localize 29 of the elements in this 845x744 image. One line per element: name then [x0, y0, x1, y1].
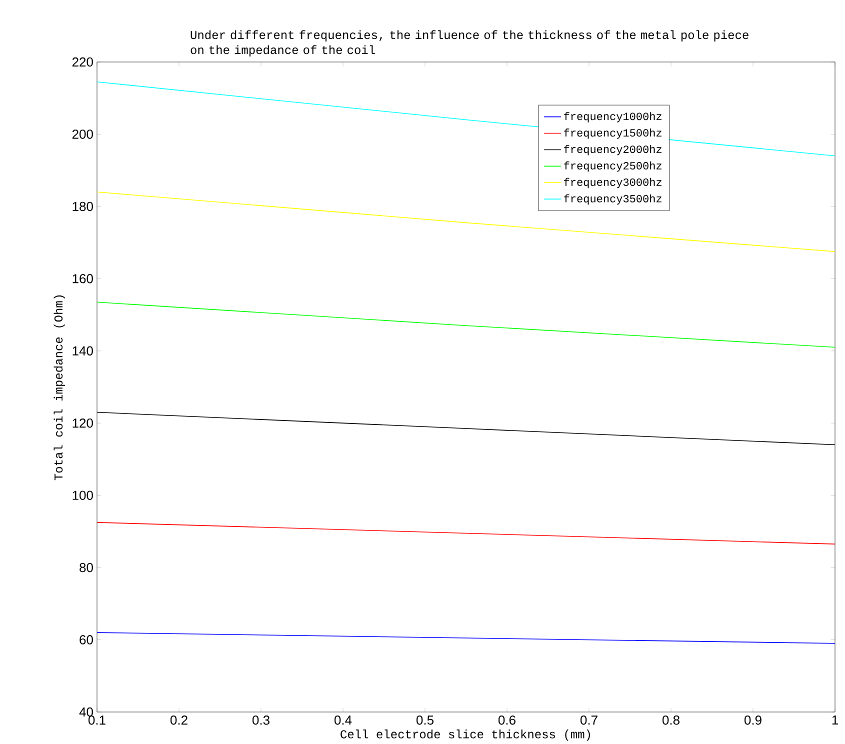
x-tick-label: 0.2	[170, 716, 188, 725]
x-tick-label: 0.5	[416, 716, 434, 725]
x-tick-label: 0.4	[334, 716, 352, 725]
y-tick-label: 40	[79, 707, 93, 717]
chart-title: Under different frequencies, the influence of the thickness of the metal pole piece on the impedance of the coil	[190, 30, 748, 56]
x-tick-label: 0.1	[88, 716, 106, 725]
y-tick-label: 160	[72, 274, 93, 284]
y-tick-label: 220	[72, 57, 93, 67]
y-tick-label: 80	[80, 562, 93, 572]
y-tick-label: 100	[72, 490, 93, 500]
x-tick-label: 0.3	[252, 716, 270, 725]
legend-label: frequency2000hz	[564, 144, 662, 156]
legend-label: frequency2500hz	[564, 161, 662, 172]
y-tick-label: 180	[72, 202, 93, 212]
x-tick-label: 0.6	[498, 716, 516, 725]
y-tick-label: 120	[72, 418, 93, 428]
y-axis-title: Total coil impedance (Ohm)	[54, 295, 65, 480]
y-tick-label: 140	[72, 346, 93, 356]
y-tick-label: 200	[72, 130, 93, 139]
x-tick-label: 1	[832, 716, 838, 724]
x-tick-label: 0.7	[580, 716, 598, 725]
x-tick-label: 0.9	[744, 716, 762, 725]
legend-label: frequency3500hz	[564, 194, 662, 205]
legend-label: frequency1000hz	[564, 112, 662, 122]
x-axis-title: Cell electrode slice thickness (mm)	[340, 730, 590, 741]
legend-label: frequency1500hz	[564, 128, 662, 139]
x-tick-label: 0.8	[662, 716, 680, 725]
legend-label: frequency3000hz	[564, 178, 662, 188]
y-tick-label: 60	[80, 635, 93, 644]
